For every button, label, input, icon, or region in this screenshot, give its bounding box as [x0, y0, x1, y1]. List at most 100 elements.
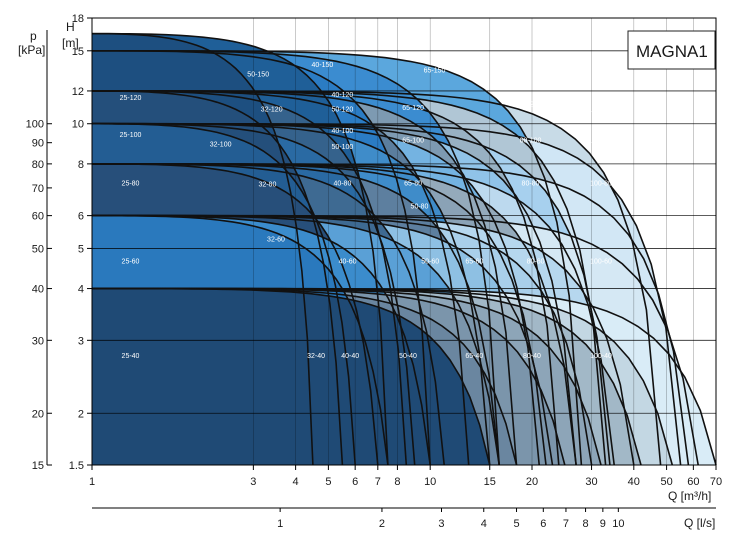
h-tick-label: 18	[72, 13, 84, 25]
curve-label: 50-80	[411, 203, 429, 210]
x2-tick-label: 1	[277, 518, 283, 530]
x-tick-label: 1	[89, 476, 95, 488]
curve-labels: 25-40 32-40 40-40 50-40 65-40 80-40 100-40 25-6…	[108, 20, 614, 360]
curve-label: 100-100	[588, 138, 614, 145]
curve-label: 25-100	[120, 132, 142, 139]
curve-label: 100-60	[590, 258, 612, 265]
h-tick-label: 6	[78, 211, 84, 223]
x2-tick-label: 10	[612, 518, 624, 530]
curve-25-40	[92, 287, 491, 466]
p-tick-label: 15	[32, 460, 44, 472]
curve-label: 25-80	[122, 180, 140, 187]
h-tick-label: 12	[72, 86, 84, 98]
h-tick-label: 4	[78, 284, 84, 296]
p-tick-label: 70	[32, 183, 44, 195]
title-box-group: MAGNA1	[627, 30, 716, 70]
x-tick-label: 60	[687, 476, 699, 488]
p-tick-label: 20	[32, 408, 44, 420]
x-tick-label: 20	[526, 476, 538, 488]
x2-tick-label: 3	[438, 518, 444, 530]
h-tick-label: 8	[78, 159, 84, 171]
curve-label: 40-40	[341, 353, 359, 360]
p-tick-label: 90	[32, 138, 44, 150]
h-tick-label: 2	[78, 408, 84, 420]
y-axis-p-unit: [kPa]	[18, 43, 45, 57]
curve-label: 80-80	[522, 180, 540, 187]
x-tick-label: 40	[628, 476, 640, 488]
curve-label: 65-80	[404, 180, 422, 187]
p-tick-label: 60	[32, 211, 44, 223]
x2-tick-label: 5	[513, 518, 519, 530]
x-tick-label: 6	[352, 476, 358, 488]
curve-label: 25-120	[120, 95, 142, 102]
curve-label: 65-100	[402, 138, 424, 145]
curve-label: 32-40	[307, 353, 325, 360]
curve-label: 25-40	[122, 353, 140, 360]
curve-label: 32-120	[261, 107, 283, 114]
x2-tick-label: 2	[379, 518, 385, 530]
curve-25-60	[92, 214, 389, 466]
curve-25-100	[92, 122, 356, 466]
p-tick-label: 50	[32, 243, 44, 255]
h-tick-label: 1.5	[69, 460, 84, 472]
region-25-40	[92, 288, 490, 465]
x2-tick-label: 8	[582, 518, 588, 530]
x2-tick-label: 6	[540, 518, 546, 530]
plot-frame	[91, 17, 717, 466]
x-tick-label: 50	[660, 476, 672, 488]
curve-label: 65-40	[465, 353, 483, 360]
curve-label: 25-60	[122, 258, 140, 265]
curve-label: 40-120	[332, 92, 354, 99]
x2-tick-label: 4	[481, 518, 487, 530]
curve-label: 50-180	[108, 20, 130, 27]
curve-label: 65-150	[424, 67, 446, 74]
curve-label: 100-120	[588, 107, 614, 114]
x-tick-label: 15	[484, 476, 496, 488]
x-tick-label: 5	[325, 476, 331, 488]
curve-40-150	[92, 50, 431, 466]
curve-label: 80-120	[516, 102, 538, 109]
curve-50-180	[92, 32, 314, 466]
curve-label: 32-80	[258, 182, 276, 189]
curve-label: 50-40	[399, 353, 417, 360]
curve-label: 40-150	[312, 62, 334, 69]
h-tick-label: 3	[78, 335, 84, 347]
x2-tick-label: 7	[563, 518, 569, 530]
y-axis-p-label: p	[30, 29, 37, 43]
x-tick-label: 30	[585, 476, 597, 488]
curve-label: 50-120	[332, 107, 354, 114]
x-tick-label: 8	[394, 476, 400, 488]
curve-lines	[92, 32, 717, 466]
title-box	[627, 30, 716, 70]
h-tick-label: 5	[78, 243, 84, 255]
y-axis-h-unit: [m]	[62, 36, 79, 50]
curve-label: 32-60	[267, 236, 285, 243]
curve-label: 100-40	[590, 353, 612, 360]
x2-axis-label: Q [l/s]	[684, 516, 715, 530]
x-tick-label: 7	[375, 476, 381, 488]
curve-regions	[92, 33, 716, 466]
p-tick-label: 40	[32, 284, 44, 296]
curve-label: 32-100	[210, 142, 232, 149]
p-tick-label: 100	[26, 119, 44, 131]
curve-label: 80-60	[527, 258, 545, 265]
p-tick-label: 80	[32, 159, 44, 171]
x-tick-label: 3	[250, 476, 256, 488]
curve-label: 65-60	[465, 258, 483, 265]
curve-25-120	[92, 90, 344, 466]
curve-label: 50-100	[332, 144, 354, 151]
curve-label: 40-60	[339, 258, 357, 265]
x-axis-label: Q [m³/h]	[668, 489, 711, 503]
y-axis-h-label: H	[66, 20, 75, 34]
chart-title: MAGNA1	[636, 42, 708, 61]
curve-label: 40-180	[265, 33, 287, 40]
curve-label: 50-60	[421, 258, 439, 265]
curve-label: 65-120	[402, 105, 424, 112]
curve-label: 50-150	[247, 72, 269, 79]
curve-label: 40-80	[333, 180, 351, 187]
x2-tick-label: 9	[600, 518, 606, 530]
curve-label: 100-80	[590, 180, 612, 187]
h-tick-label: 10	[72, 119, 84, 131]
